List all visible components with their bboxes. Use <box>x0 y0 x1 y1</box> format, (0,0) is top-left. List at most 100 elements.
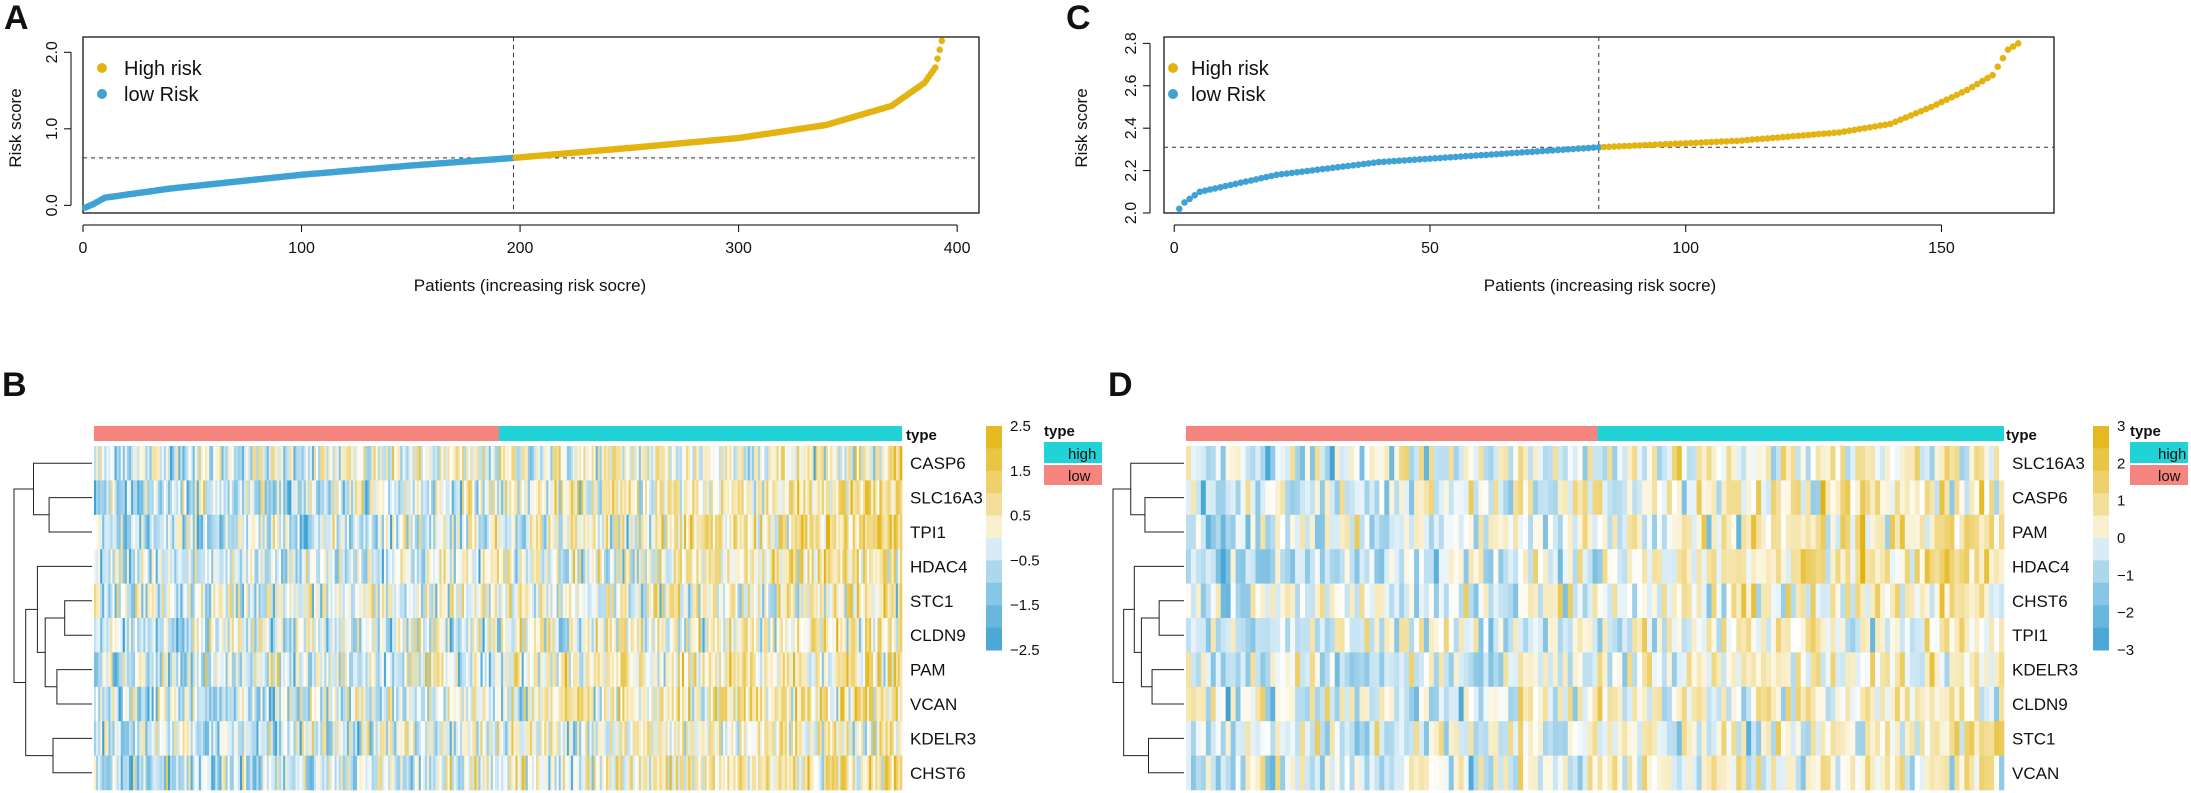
heatmap-cell <box>128 549 132 584</box>
heatmap-cell <box>357 652 360 688</box>
heatmap-cell <box>712 721 716 756</box>
heatmap-cell <box>1652 446 1658 481</box>
heatmap-cell <box>225 721 228 756</box>
heatmap-cell <box>698 480 701 516</box>
heatmap-cell <box>503 755 506 791</box>
heatmap-cell <box>135 446 138 481</box>
heatmap-cell <box>268 618 272 653</box>
heatmap-cell <box>276 755 280 791</box>
heatmap-cell <box>819 755 823 791</box>
heatmap-cell <box>480 480 483 516</box>
heatmap-cell <box>782 721 786 756</box>
heatmap-cell <box>1379 446 1385 481</box>
heatmap-cell <box>402 721 405 756</box>
heatmap-cell <box>1404 446 1410 481</box>
heatmap-cell <box>168 618 171 653</box>
heatmap-cell <box>869 480 872 516</box>
heatmap-cell <box>1647 480 1653 516</box>
heatmap-cell <box>809 480 812 516</box>
heatmap-cell <box>663 480 666 516</box>
heatmap-cell <box>564 583 568 619</box>
heatmap-cell <box>688 618 691 653</box>
heatmap-cell <box>731 583 734 619</box>
heatmap-cell <box>686 446 689 481</box>
heatmap-cell <box>328 549 331 584</box>
y-tick-label: 2.4 <box>1123 117 1140 139</box>
heatmap-cell <box>747 618 751 653</box>
heatmap-cell <box>848 652 851 688</box>
heatmap-cell <box>698 652 701 688</box>
heatmap-cell <box>768 721 771 756</box>
heatmap-cell <box>523 686 527 722</box>
heatmap-cell <box>272 446 276 481</box>
heatmap-cell <box>459 652 463 688</box>
heatmap-cell <box>642 618 646 653</box>
heatmap-cell <box>640 583 644 619</box>
heatmap-cell <box>1785 446 1792 481</box>
heatmap-cell <box>120 721 124 756</box>
heatmap-cell <box>684 755 687 791</box>
heatmap-cell <box>858 514 862 550</box>
heatmap-cell <box>527 721 531 756</box>
heatmap-cell <box>1746 480 1752 516</box>
heatmap-cell <box>564 755 568 791</box>
heatmap-cell <box>1513 446 1519 481</box>
heatmap-cell <box>710 480 714 516</box>
heatmap-cell <box>336 514 339 550</box>
heatmap-cell <box>1706 446 1712 481</box>
heatmap-cell <box>729 480 732 516</box>
heatmap-cell <box>788 755 792 791</box>
heatmap-cell <box>805 480 808 516</box>
patient-point <box>1559 146 1567 153</box>
heatmap-cell <box>772 549 775 584</box>
heatmap-cell <box>856 721 860 756</box>
heatmap-cell <box>392 446 395 481</box>
heatmap-cell <box>786 755 790 791</box>
heatmap-cell <box>821 652 825 688</box>
heatmap-cell <box>170 686 173 722</box>
heatmap-cell <box>642 755 646 791</box>
patient-point <box>1493 150 1500 158</box>
heatmap-cell <box>780 686 784 722</box>
heatmap-cell <box>891 755 895 791</box>
heatmap-cell <box>618 446 621 481</box>
heatmap-cell <box>538 446 541 481</box>
heatmap-cell <box>801 755 804 791</box>
heatmap-cell <box>860 755 864 791</box>
heatmap-cell <box>357 721 360 756</box>
heatmap-cell <box>840 618 843 653</box>
heatmap-cell <box>842 549 845 584</box>
heatmap-cell <box>897 721 901 756</box>
heatmap-cell <box>879 652 882 688</box>
heatmap-cell <box>1894 446 1901 481</box>
heatmap-cell <box>762 583 765 619</box>
heatmap-cell <box>630 549 633 584</box>
heatmap-cell <box>188 721 191 756</box>
heatmap-cell <box>856 652 860 688</box>
heatmap-cell <box>895 514 899 550</box>
heatmap-cell <box>593 721 596 756</box>
patient-point <box>1288 169 1296 177</box>
heatmap-cell <box>459 686 463 722</box>
heatmap-cell <box>151 583 154 619</box>
heatmap-cell <box>149 549 152 584</box>
dendrogram-branch <box>1158 600 1184 636</box>
heatmap-cell <box>433 686 436 722</box>
heatmap-cell <box>184 583 187 619</box>
heatmap-cell <box>747 583 751 619</box>
heatmap-cell <box>297 514 300 550</box>
heatmap-cell <box>285 652 288 688</box>
heatmap-cell <box>669 549 673 584</box>
heatmap-cell <box>529 686 533 722</box>
heatmap-cell <box>437 583 440 619</box>
heatmap-cell <box>462 721 465 756</box>
heatmap-cell <box>258 583 261 619</box>
heatmap-cell <box>525 549 529 584</box>
heatmap-cell <box>318 755 321 791</box>
heatmap-cell <box>515 618 518 653</box>
heatmap-cell <box>591 652 594 688</box>
heatmap-cell <box>1225 480 1231 516</box>
heatmap-cell <box>274 583 278 619</box>
heatmap-cell <box>381 618 385 653</box>
